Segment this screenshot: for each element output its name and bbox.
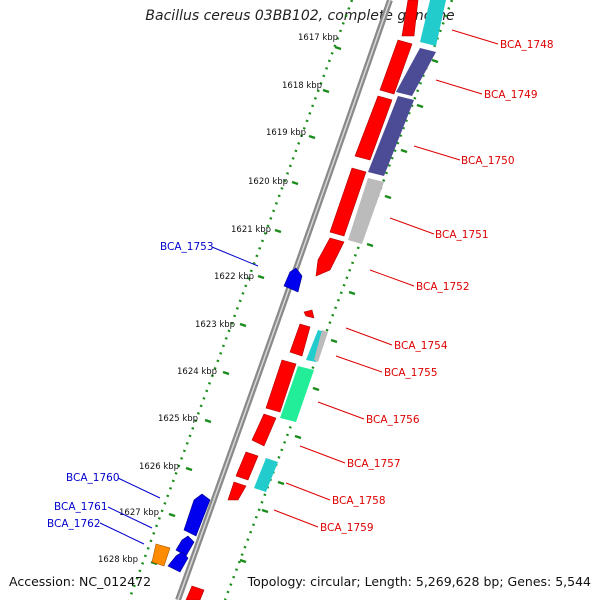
feature-cyan[interactable]: [254, 458, 278, 492]
feature-blocks: [254, 0, 446, 492]
feature-grey[interactable]: [314, 330, 328, 362]
gene-label[interactable]: BCA_1762: [47, 518, 101, 530]
gene-label[interactable]: BCA_1753: [160, 241, 214, 253]
gene-label[interactable]: BCA_1756: [366, 414, 420, 426]
feature-slate[interactable]: [396, 48, 436, 96]
gene-label[interactable]: BCA_1757: [347, 458, 401, 470]
genome-summary-text: Topology: circular; Length: 5,269,628 bp…: [247, 574, 591, 589]
outer-major-ticks: [150, 45, 342, 566]
gene-arrow[interactable]: [227, 481, 247, 501]
kbp-label: 1626 kbp: [139, 462, 179, 472]
feature-green[interactable]: [280, 366, 314, 422]
gene-label[interactable]: BCA_1761: [54, 501, 108, 513]
gene-arrow[interactable]: [185, 585, 205, 600]
gene-arrow[interactable]: [235, 451, 259, 481]
forward-strand-genes: [185, 0, 419, 600]
gene-arrow[interactable]: [283, 267, 303, 293]
gene-label[interactable]: BCA_1749: [484, 89, 538, 101]
kbp-label: 1627 kbp: [119, 508, 159, 518]
feature-slate[interactable]: [368, 96, 414, 176]
kbp-label: 1618 kbp: [282, 81, 322, 91]
gene-arrow[interactable]: [379, 39, 413, 95]
kbp-labels: 1617 kbp 1618 kbp 1619 kbp 1620 kbp 1621…: [98, 33, 338, 565]
feature-grey[interactable]: [348, 178, 384, 244]
gene-arrow[interactable]: [175, 535, 195, 557]
gene-arrow[interactable]: [265, 359, 297, 413]
right-gene-labels: BCA_1748 BCA_1749 BCA_1750 BCA_1751 BCA_…: [320, 39, 554, 534]
kbp-label: 1619 kbp: [266, 128, 306, 138]
gene-arrow[interactable]: [354, 95, 393, 161]
kbp-label: 1622 kbp: [214, 272, 254, 282]
gene-label[interactable]: BCA_1748: [500, 39, 554, 51]
gene-label[interactable]: BCA_1754: [394, 340, 448, 352]
gene-label[interactable]: BCA_1755: [384, 367, 438, 379]
kbp-label: 1620 kbp: [248, 177, 288, 187]
map-title: Bacillus cereus 03BB102, complete genome: [145, 8, 455, 24]
kbp-label: 1625 kbp: [158, 414, 198, 424]
reverse-strand-genes: [151, 267, 303, 573]
gene-label[interactable]: BCA_1751: [435, 229, 489, 241]
gene-label[interactable]: BCA_1760: [66, 472, 120, 484]
gene-label[interactable]: BCA_1759: [320, 522, 374, 534]
outer-scale-track: [127, 0, 354, 600]
gene-arrow[interactable]: [401, 0, 419, 37]
gene-label[interactable]: BCA_1752: [416, 281, 470, 293]
feature-cyan[interactable]: [420, 0, 446, 46]
accession-text: Accession: NC_012472: [9, 574, 152, 589]
gene-arrow[interactable]: [251, 413, 277, 447]
left-leader-lines: [99, 246, 259, 545]
gene-label[interactable]: BCA_1758: [332, 495, 386, 507]
kbp-label: 1623 kbp: [195, 320, 235, 330]
gene-arrow[interactable]: [167, 551, 189, 573]
gene-arrow[interactable]: [183, 493, 211, 537]
right-leader-lines: [273, 29, 499, 528]
gene-arrow[interactable]: [315, 237, 345, 277]
gene-label[interactable]: BCA_1750: [461, 155, 515, 167]
gene-arrow[interactable]: [303, 309, 315, 319]
gene-arrow[interactable]: [329, 167, 367, 237]
kbp-label: 1621 kbp: [231, 225, 271, 235]
kbp-label: 1624 kbp: [177, 367, 217, 377]
kbp-label: 1617 kbp: [298, 33, 338, 43]
inner-major-ticks: [239, 58, 439, 564]
gene-arrow[interactable]: [289, 323, 311, 357]
kbp-label: 1628 kbp: [98, 555, 138, 565]
inner-scale-track: [223, 0, 454, 600]
left-gene-labels: BCA_1753 BCA_1760 BCA_1761 BCA_1762: [47, 241, 214, 530]
gene-arrow-orange[interactable]: [151, 543, 171, 567]
